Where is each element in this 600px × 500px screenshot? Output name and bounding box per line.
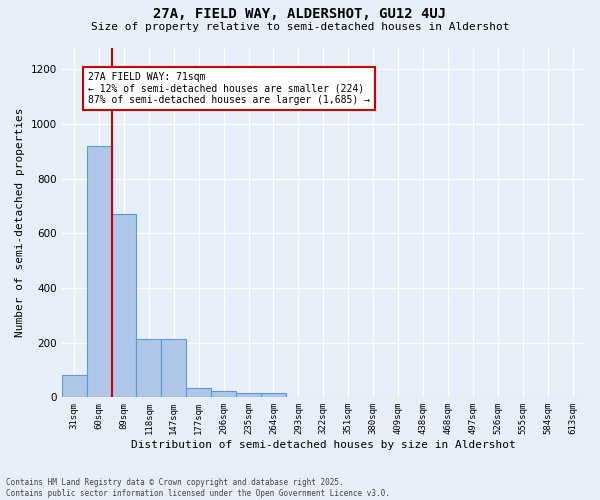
- Bar: [161, 338, 186, 398]
- Bar: [86, 146, 112, 398]
- Text: Contains HM Land Registry data © Crown copyright and database right 2025.
Contai: Contains HM Land Registry data © Crown c…: [6, 478, 390, 498]
- Text: 27A FIELD WAY: 71sqm
← 12% of semi-detached houses are smaller (224)
87% of semi: 27A FIELD WAY: 71sqm ← 12% of semi-detac…: [88, 72, 370, 106]
- Bar: [62, 376, 86, 398]
- Bar: [261, 393, 286, 398]
- Bar: [236, 393, 261, 398]
- Bar: [211, 390, 236, 398]
- Text: 27A, FIELD WAY, ALDERSHOT, GU12 4UJ: 27A, FIELD WAY, ALDERSHOT, GU12 4UJ: [154, 8, 446, 22]
- Bar: [136, 338, 161, 398]
- X-axis label: Distribution of semi-detached houses by size in Aldershot: Distribution of semi-detached houses by …: [131, 440, 516, 450]
- Bar: [112, 214, 136, 398]
- Text: Size of property relative to semi-detached houses in Aldershot: Size of property relative to semi-detach…: [91, 22, 509, 32]
- Bar: [186, 388, 211, 398]
- Y-axis label: Number of semi-detached properties: Number of semi-detached properties: [15, 108, 25, 337]
